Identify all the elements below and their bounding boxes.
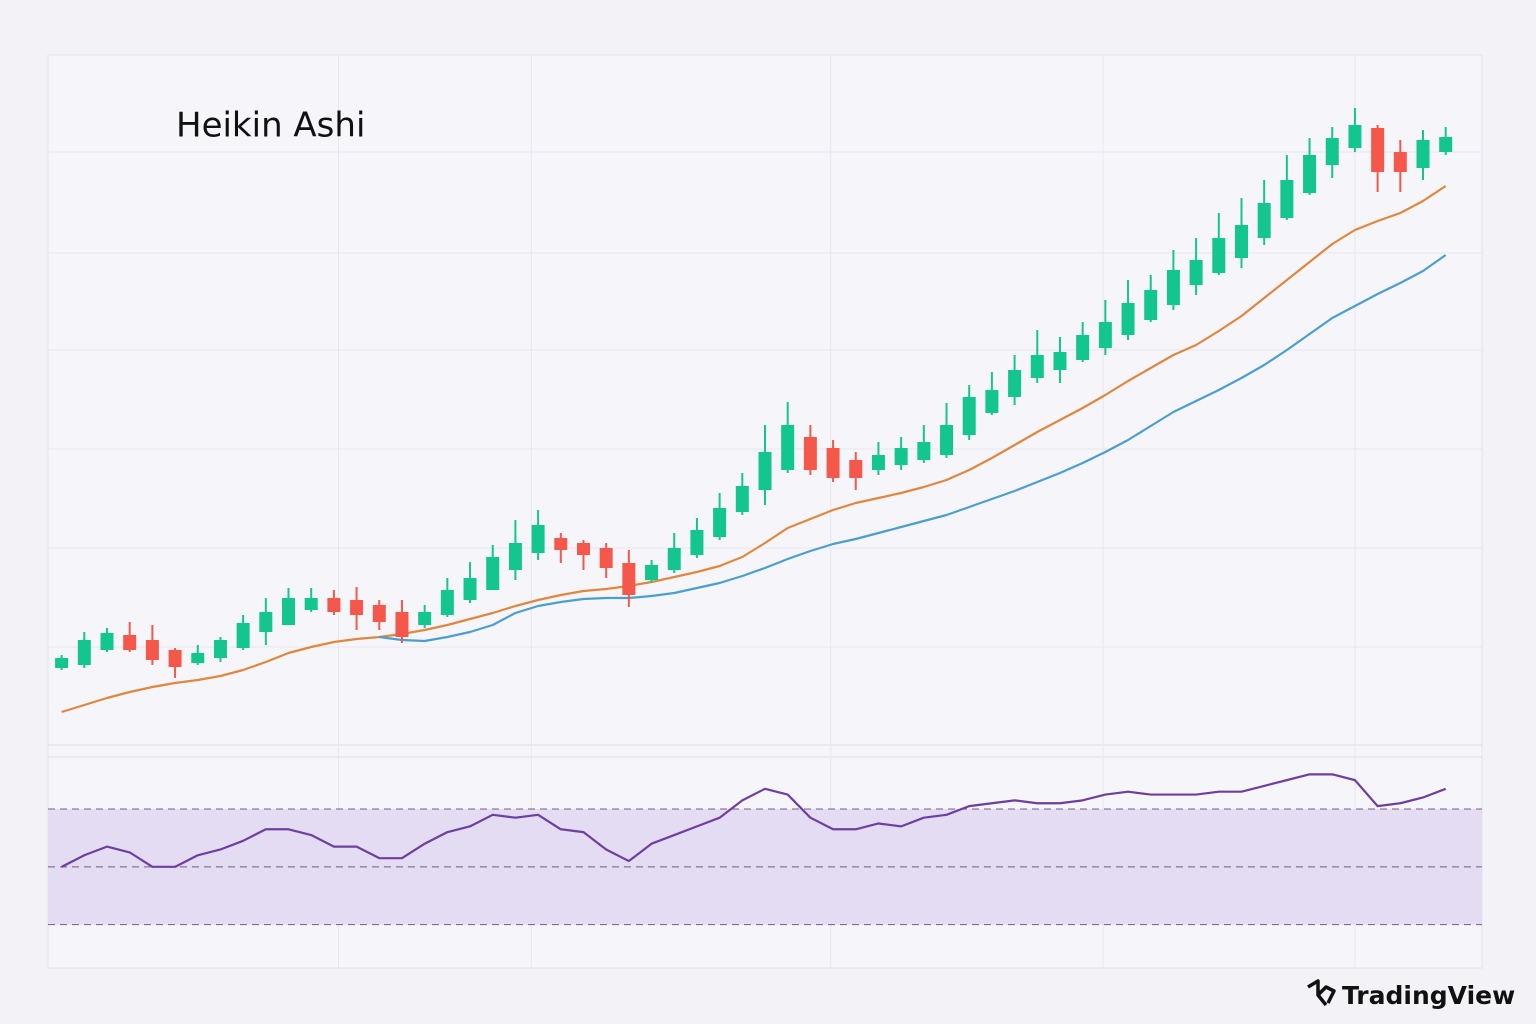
candle-body: [1303, 155, 1317, 193]
candle-body: [667, 548, 681, 570]
candle-body: [1416, 140, 1430, 168]
candle-body: [849, 460, 863, 478]
candle-body: [1393, 152, 1407, 172]
moving-average: [61, 185, 1447, 714]
candle-body: [1189, 260, 1203, 285]
chart-title: Heikin Ashi: [176, 106, 365, 146]
candle-body: [1144, 290, 1158, 320]
candle-body: [508, 543, 522, 570]
candle-body: [1076, 335, 1090, 360]
candle-body: [145, 640, 159, 660]
candle-body: [1257, 203, 1271, 238]
brand-name: TradingView: [1342, 981, 1515, 1010]
candle-body: [440, 590, 454, 615]
candle-body: [55, 658, 69, 668]
candle-body: [236, 623, 250, 648]
candle-body: [713, 508, 727, 537]
candle-body: [803, 437, 817, 470]
candle-body: [304, 598, 318, 610]
candle-body: [327, 598, 341, 612]
brand-logo: [1307, 979, 1336, 1007]
candle-body: [395, 612, 409, 637]
candle-body: [168, 650, 182, 667]
candle-body: [1325, 138, 1339, 165]
candle-body: [940, 425, 954, 455]
candle-body: [690, 530, 704, 555]
candle-body: [622, 563, 636, 595]
candle-body: [871, 455, 885, 470]
candle-body: [418, 612, 432, 625]
candle-body: [645, 565, 659, 580]
candle-body: [826, 448, 840, 478]
candle-body: [282, 598, 296, 625]
candle-body: [1030, 355, 1044, 378]
candle-body: [191, 653, 205, 663]
candle-body: [77, 640, 91, 665]
candle-body: [1280, 180, 1294, 218]
rsi-pane: [48, 773, 1482, 926]
candle-body: [1166, 270, 1180, 305]
moving-average: [379, 254, 1447, 643]
candle-body: [758, 452, 772, 490]
candle-body: [576, 543, 590, 555]
candle-body: [1348, 125, 1362, 148]
candle-body: [463, 578, 477, 600]
brand: TradingView: [1307, 979, 1515, 1010]
candle-body: [599, 548, 613, 568]
candle-body: [350, 600, 364, 615]
candle-body: [213, 640, 227, 658]
candle-body: [486, 557, 500, 590]
candle-body: [917, 442, 931, 460]
candle-body: [781, 425, 795, 470]
candle-body: [1008, 370, 1022, 397]
candle-body: [1098, 322, 1112, 348]
rsi-line: [61, 773, 1447, 868]
candle-body: [1053, 352, 1067, 370]
candle-body: [1212, 238, 1226, 273]
candle-body: [531, 525, 545, 553]
candle-body: [259, 612, 273, 632]
candle-body: [1121, 303, 1135, 335]
candle-body: [1371, 128, 1385, 172]
candle-body: [735, 486, 749, 512]
candle-body: [985, 390, 999, 413]
candle-body: [962, 397, 976, 435]
price-pane: [48, 55, 1482, 968]
candle-body: [123, 635, 137, 650]
candle-body: [1234, 225, 1248, 258]
candle-body: [554, 538, 568, 550]
candle-body: [894, 448, 908, 465]
candle-body: [1439, 137, 1453, 152]
candle-body: [372, 605, 386, 622]
candle-body: [100, 633, 114, 650]
